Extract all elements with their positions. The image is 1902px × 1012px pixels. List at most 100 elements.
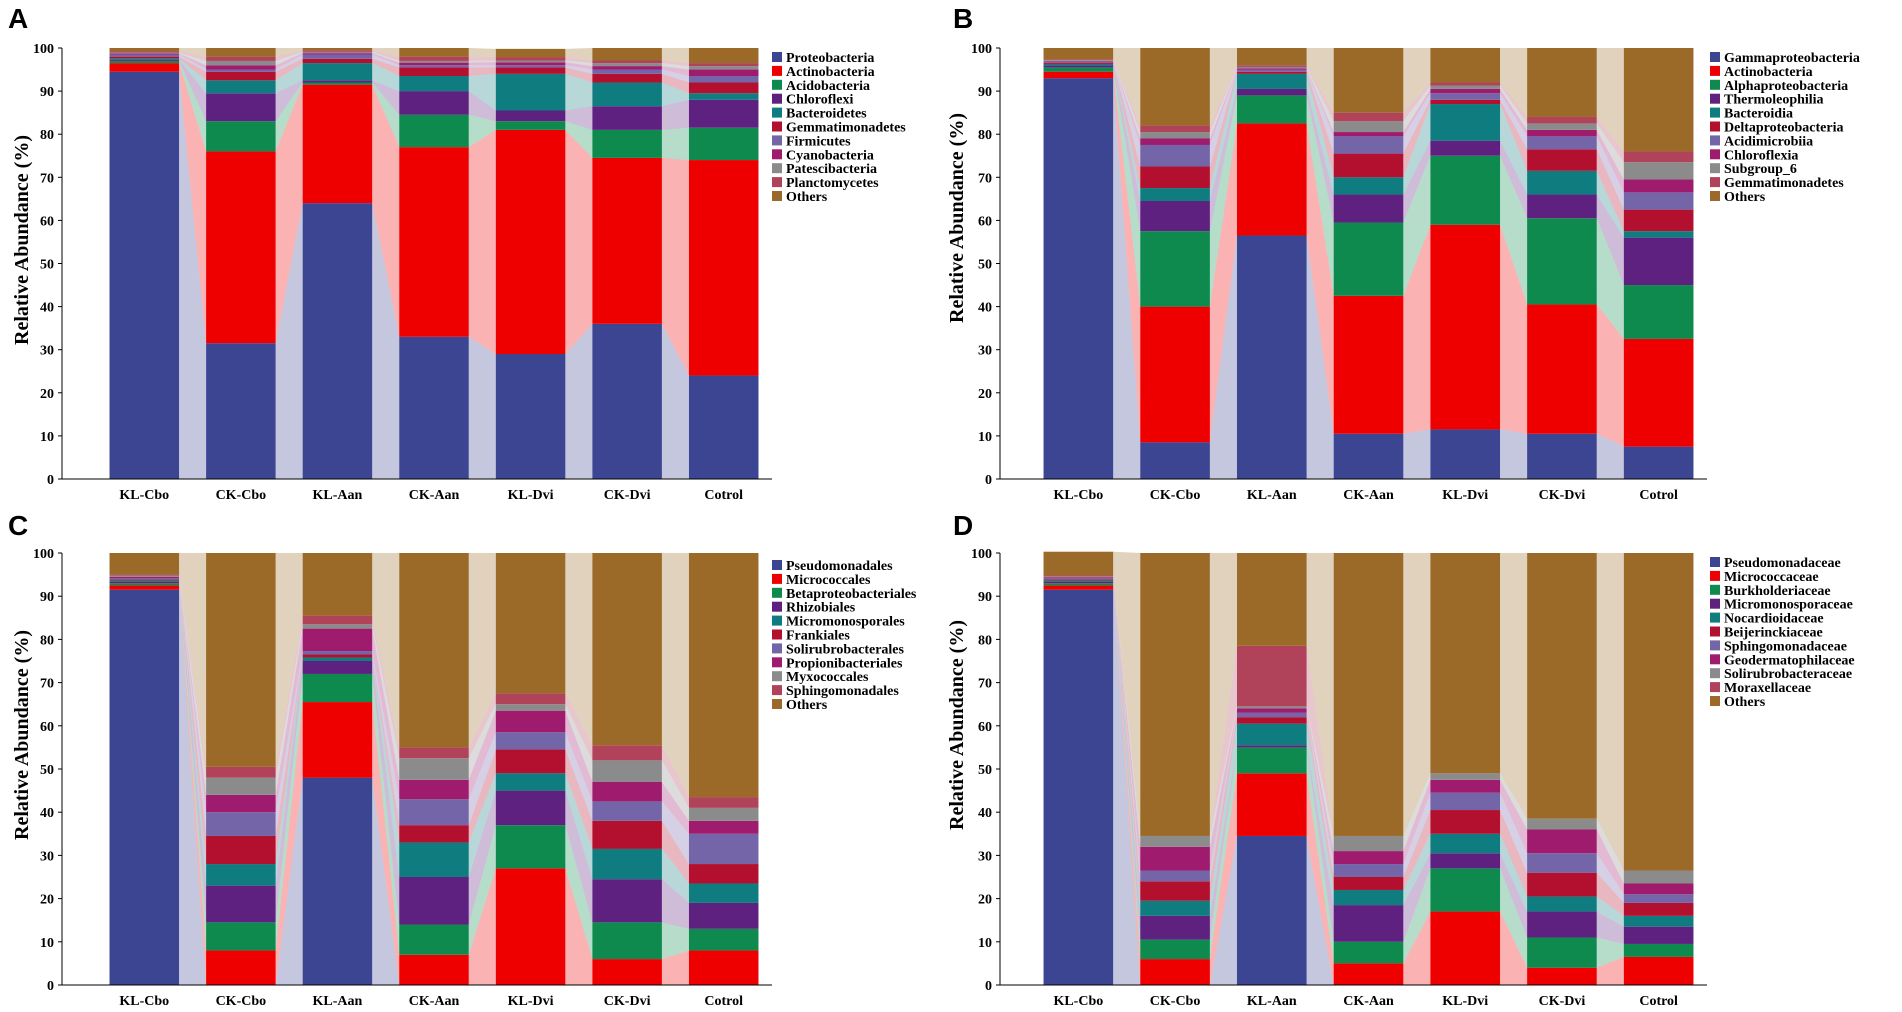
bar-segment	[1043, 581, 1114, 584]
connector-band	[372, 80, 400, 115]
bar-segment	[592, 760, 662, 782]
y-tick-label: 70	[40, 677, 54, 692]
legend-label: Others	[786, 190, 828, 205]
connector-band	[179, 48, 207, 57]
legend-label: Gammaproteobacteria	[1724, 51, 1860, 66]
connector-band	[179, 54, 207, 72]
legend-swatch	[772, 671, 782, 682]
connector-band	[1500, 792, 1528, 873]
y-tick-label: 10	[40, 430, 54, 445]
connector-band	[1596, 853, 1624, 903]
bar-segment	[1333, 905, 1404, 942]
connector-band	[1596, 896, 1624, 927]
bar-segment	[1140, 553, 1210, 836]
bar-segment	[1140, 900, 1210, 916]
connector-band	[1403, 868, 1431, 964]
connector-band	[275, 777, 303, 985]
bar-segment	[302, 63, 373, 81]
bar-segment	[1236, 235, 1307, 479]
bar-segment	[1236, 65, 1307, 67]
legend-label: Acidimicrobiia	[1724, 134, 1813, 149]
bar-segment	[399, 62, 469, 66]
bar-segment	[109, 63, 180, 72]
connector-band	[1113, 65, 1141, 232]
panel-label: B	[953, 3, 973, 34]
connector-band	[1596, 136, 1624, 210]
bar-segment	[1623, 151, 1694, 163]
connector-band	[1113, 581, 1141, 940]
bar-segment	[592, 48, 662, 61]
legend-swatch	[772, 573, 782, 584]
legend-label: Micromonosporales	[786, 615, 905, 630]
bar-segment	[399, 747, 469, 759]
y-tick-label: 0	[985, 473, 992, 488]
bar-segment	[1430, 82, 1501, 86]
legend-label: Sphingomonadaceae	[1724, 639, 1847, 654]
connector-band	[1403, 104, 1431, 195]
connector-band	[1403, 792, 1431, 877]
bar-segment	[1527, 129, 1597, 137]
connector-band	[1596, 48, 1624, 152]
bar-segment	[109, 58, 180, 60]
bar-segment	[302, 615, 373, 625]
connector-band	[565, 773, 593, 880]
bar-segment	[592, 66, 662, 70]
bar-segment	[109, 580, 180, 582]
connector-band	[372, 63, 400, 92]
connector-band	[1403, 82, 1431, 122]
bar-segment	[399, 877, 469, 925]
bar-segment	[1333, 835, 1404, 852]
legend-swatch	[1710, 584, 1720, 595]
connector-band	[1113, 60, 1141, 145]
y-tick-label: 90	[978, 590, 992, 605]
legend-label: Acidobacteria	[786, 79, 870, 94]
bar-segment	[495, 790, 566, 826]
connector-band	[1209, 745, 1237, 940]
connector-band	[372, 657, 400, 877]
bar-segment	[1623, 48, 1694, 152]
bar-segment	[109, 585, 180, 590]
bar-segment	[1430, 779, 1501, 793]
legend-label: Solirubrobacterales	[786, 642, 905, 657]
connector-band	[1403, 773, 1431, 852]
legend-label: Subgroup_6	[1724, 162, 1797, 177]
x-tick-label: KL-Aan	[313, 994, 363, 1009]
legend-swatch	[772, 107, 782, 118]
connector-band	[372, 615, 400, 759]
bar-segment	[1140, 442, 1210, 479]
bar-segment	[1236, 706, 1307, 709]
bar-segment	[1527, 123, 1597, 130]
connector-bands	[1113, 551, 1624, 985]
y-tick-label: 40	[978, 806, 992, 821]
legend-label: Cyanobacteria	[786, 148, 874, 163]
bar-segment	[109, 51, 180, 53]
y-tick-label: 70	[40, 171, 54, 186]
connector-band	[372, 51, 400, 63]
connector-band	[565, 868, 593, 985]
bar-segment	[206, 69, 276, 72]
y-tick-label: 20	[40, 893, 54, 908]
bar-segment	[1623, 446, 1694, 479]
legend-label: Patescibacteria	[786, 162, 877, 177]
legend-swatch	[772, 163, 782, 174]
bar-segment	[1140, 835, 1210, 847]
connector-band	[1306, 95, 1334, 296]
connector-band	[468, 56, 496, 61]
connector-band	[1209, 68, 1237, 145]
connector-band	[1403, 853, 1431, 942]
bar-segment	[1430, 99, 1501, 105]
connector-band	[1209, 71, 1237, 189]
legend-label: Gemmatimonadetes	[786, 121, 906, 136]
bar-segment	[495, 110, 566, 122]
connector-band	[1113, 59, 1141, 133]
x-tick-label: KL-Aan	[313, 488, 363, 503]
connector-band	[275, 654, 303, 865]
y-tick-label: 50	[978, 258, 992, 273]
bar-segment	[1527, 853, 1597, 873]
x-axis: KL-Cbo CK-Cbo KL-Aan CK-Aan KL-Dvi CK-Dvi Cotr…	[119, 488, 743, 503]
bar-segment	[688, 902, 759, 929]
connector-band	[372, 661, 400, 925]
bar-segment	[109, 583, 180, 586]
bar-segment	[1623, 338, 1694, 447]
connector-band	[1403, 99, 1431, 178]
